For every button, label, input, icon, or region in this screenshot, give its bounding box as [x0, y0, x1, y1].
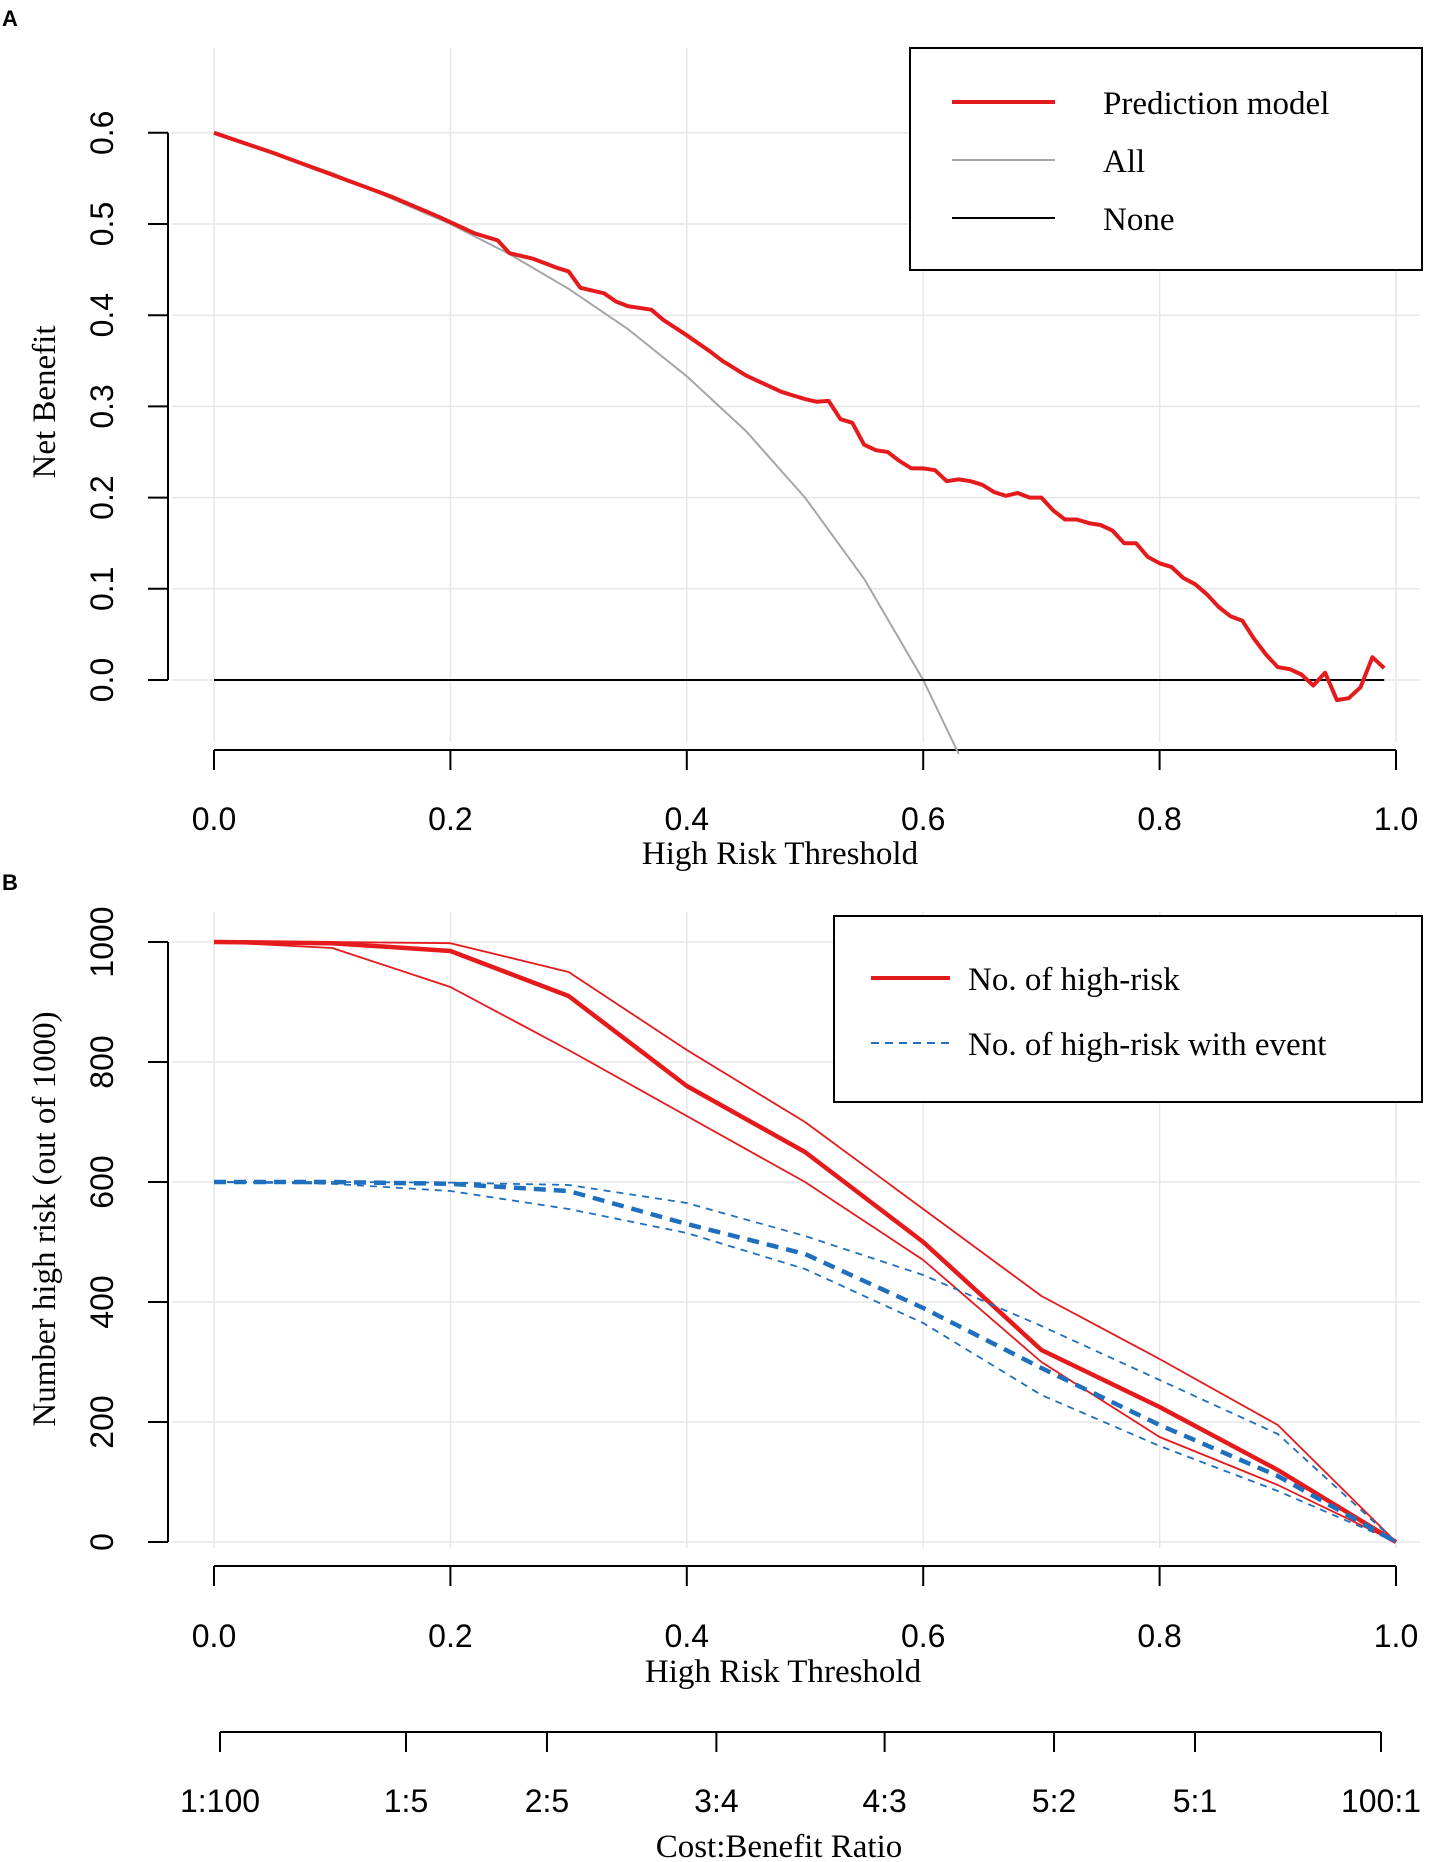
- cost-benefit-tick-label: 3:4: [694, 1783, 738, 1819]
- series-line-high-risk-upper-bound: [214, 941, 1397, 1543]
- cost-benefit-tick-label: 1:100: [180, 1783, 260, 1819]
- panel-b-cost-benefit-axis-title: Cost:Benefit Ratio: [656, 1829, 903, 1862]
- panel-a-x-axis-title: High Risk Threshold: [642, 836, 919, 872]
- legend-label-prediction-model: Prediction model: [1103, 86, 1329, 122]
- panel-b-series: [213, 939, 1398, 1544]
- cost-benefit-tick-label: 4:3: [862, 1783, 906, 1819]
- panel-b-legend-box: [833, 915, 1423, 1103]
- series-line-high-risk: [213, 939, 1398, 1544]
- panel-b-x-axis-title: High Risk Threshold: [645, 1654, 922, 1690]
- panel-a-x-tick-label: 0.8: [1137, 801, 1181, 837]
- cost-benefit-tick-label: 1:5: [384, 1783, 428, 1819]
- panel-b-y-tick-label: 600: [84, 1155, 120, 1208]
- cost-benefit-tick-label: 5:2: [1032, 1783, 1076, 1819]
- cost-benefit-tick-label: 5:1: [1173, 1783, 1217, 1819]
- series-line-high-risk-lower-bound: [213, 941, 1397, 1543]
- panel-b-y-tick-label: 400: [84, 1275, 120, 1328]
- panel-a-x-tick-label: 0.4: [665, 801, 709, 837]
- panel-b-x-tick-label: 0.0: [192, 1618, 236, 1654]
- panel-a-y-tick-label: 0.5: [84, 202, 120, 246]
- panel-a-x-tick-label: 0.0: [192, 801, 236, 837]
- panel-b-cost-benefit-axis: 1:100 1:5 2:5 3:4 4:3 5:2 5:1 100:1: [180, 1731, 1421, 1819]
- panel-a-y-tick-label: 0.3: [84, 384, 120, 428]
- legend-label-none: None: [1103, 202, 1174, 238]
- cost-benefit-tick-label: 100:1: [1341, 1783, 1421, 1819]
- panel-b-x-tick-label: 0.4: [665, 1618, 709, 1654]
- series-line-high-risk-with-event-upper-bound: [214, 1181, 1397, 1543]
- panel-a-letter: A: [2, 6, 18, 31]
- panel-b-y-tick-label: 1000: [84, 906, 120, 977]
- panel-b-x-tick-label: 0.8: [1137, 1618, 1181, 1654]
- panel-a-x-tick-label: 1.0: [1374, 801, 1418, 837]
- series-line-high-risk-with-event-lower-bound: [213, 1181, 1397, 1543]
- series-line-prediction-model: [213, 130, 1386, 703]
- legend-label-high-risk-with-event: No. of high-risk with event: [968, 1027, 1326, 1063]
- panel-b-x-tick-label: 0.6: [901, 1618, 945, 1654]
- panel-b-high-risk-count-chart: 0.0 0.2 0.4 0.6 0.8 1.0 0 200 400 600 800 1000 High…: [27, 906, 1423, 1862]
- panel-b-legend: No. of high-risk No. of high-risk with e…: [833, 915, 1423, 1103]
- panel-a-y-tick-label: 0.6: [84, 111, 120, 155]
- panel-a-net-benefit-chart: 0.0 0.2 0.4 0.6 0.8 1.00.00.10.20.30.40.50.6 …: [27, 47, 1423, 872]
- panel-b-axes: 0.0 0.2 0.4 0.6 0.8 1.0 0 200 400 600 800 1000: [84, 906, 1418, 1654]
- panel-a-axes: 0.0 0.2 0.4 0.6 0.8 1.0 0.0 0.1 0.2 0.3 0.4 0.5 0.6: [84, 111, 1418, 837]
- legend-label-all: All: [1103, 144, 1145, 180]
- panel-a-y-tick-label: 0.4: [84, 293, 120, 337]
- panel-a-x-tick-label: 0.6: [901, 801, 945, 837]
- panel-b-y-tick-label: 0: [84, 1533, 120, 1551]
- panel-b-y-tick-label: 800: [84, 1035, 120, 1088]
- panel-a-series: [213, 130, 1386, 755]
- legend-label-high-risk: No. of high-risk: [968, 962, 1180, 998]
- panel-a-y-tick-label: 0.0: [84, 658, 120, 702]
- panel-b-x-tick-label: 1.0: [1374, 1618, 1418, 1654]
- panel-b-x-tick-label: 0.2: [428, 1618, 472, 1654]
- panel-b-y-axis-title: Number high risk (out of 1000): [27, 1011, 63, 1426]
- panel-a-y-tick-label: 0.1: [84, 567, 120, 611]
- panel-a-y-tick-label: 0.2: [84, 475, 120, 519]
- panel-a-legend: Prediction model All None: [909, 47, 1423, 271]
- panel-a-x-tick-label: 0.2: [428, 801, 472, 837]
- cost-benefit-tick-label: 2:5: [525, 1783, 569, 1819]
- panel-b-y-tick-label: 200: [84, 1395, 120, 1448]
- panel-b-letter: B: [2, 870, 18, 895]
- panel-a-y-axis-title: Net Benefit: [27, 325, 63, 478]
